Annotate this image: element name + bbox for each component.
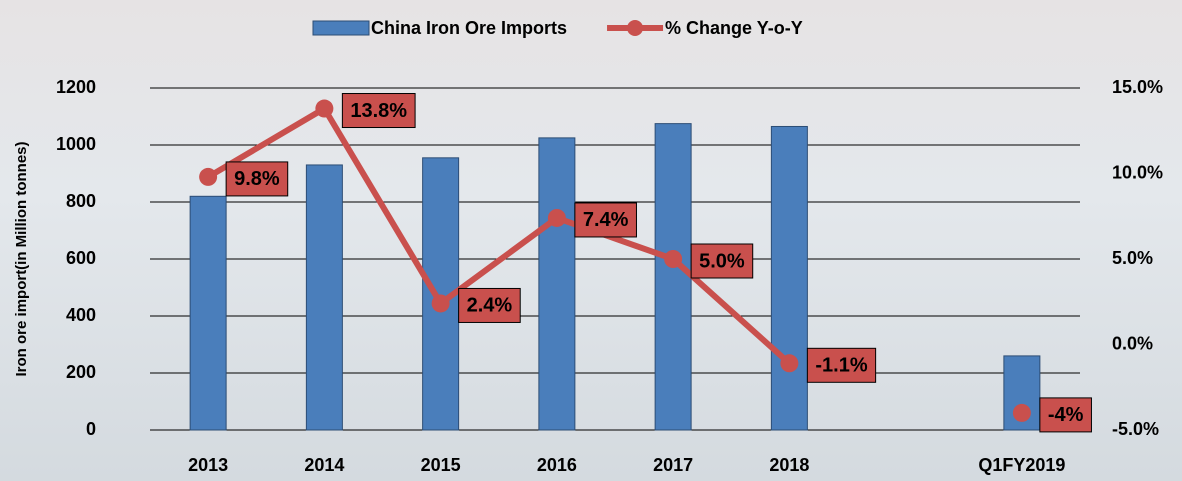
y-tick-label: 800 <box>66 191 96 211</box>
value-label: 13.8% <box>350 100 407 122</box>
bar <box>306 165 342 430</box>
x-tick-label: 2014 <box>304 455 344 475</box>
y2-tick-label: -5.0% <box>1112 419 1159 439</box>
line-point <box>315 100 333 118</box>
bar <box>771 126 807 430</box>
y2-tick-label: 5.0% <box>1112 248 1153 268</box>
page: {"chart_data": {"type": "bar_line", "y_l… <box>0 0 1182 481</box>
value-label: 9.8% <box>234 168 280 190</box>
value-label: 2.4% <box>467 295 513 317</box>
y-tick-label: 1000 <box>56 134 96 154</box>
y2-tick-label: 10.0% <box>1112 162 1163 182</box>
y-tick-label: 600 <box>66 248 96 268</box>
line-point <box>1013 404 1031 422</box>
value-label: -4% <box>1048 404 1084 426</box>
line-point <box>199 168 217 186</box>
y2-tick-label: 15.0% <box>1112 77 1163 97</box>
line-point <box>780 354 798 372</box>
bar <box>539 138 575 430</box>
line-point <box>432 294 450 312</box>
y2-tick-label: 0.0% <box>1112 333 1153 353</box>
y-tick-label: 0 <box>86 419 96 439</box>
legend-label: China Iron Ore Imports <box>371 18 567 38</box>
y-axis-title: Iron ore import(in Million tonnes) <box>13 142 30 377</box>
x-tick-label: 2018 <box>769 455 809 475</box>
x-tick-label: Q1FY2019 <box>978 455 1065 475</box>
bar <box>190 196 226 430</box>
x-tick-label: 2016 <box>537 455 577 475</box>
line-point <box>664 250 682 268</box>
value-label: -1.1% <box>815 355 867 377</box>
y-tick-label: 200 <box>66 362 96 382</box>
value-label: 5.0% <box>699 250 745 272</box>
value-label: 7.4% <box>583 209 629 231</box>
bar <box>655 124 691 430</box>
line-point <box>548 209 566 227</box>
y-tick-label: 1200 <box>56 77 96 97</box>
x-tick-label: 2013 <box>188 455 228 475</box>
chart: Iron ore import(in Million tonnes) 0 200 4… <box>0 0 1182 481</box>
legend-swatch <box>313 21 369 35</box>
legend-swatch-marker <box>627 20 643 36</box>
x-tick-label: 2017 <box>653 455 693 475</box>
legend-label: % Change Y-o-Y <box>665 18 803 38</box>
y-tick-label: 400 <box>66 305 96 325</box>
x-tick-label: 2015 <box>421 455 461 475</box>
